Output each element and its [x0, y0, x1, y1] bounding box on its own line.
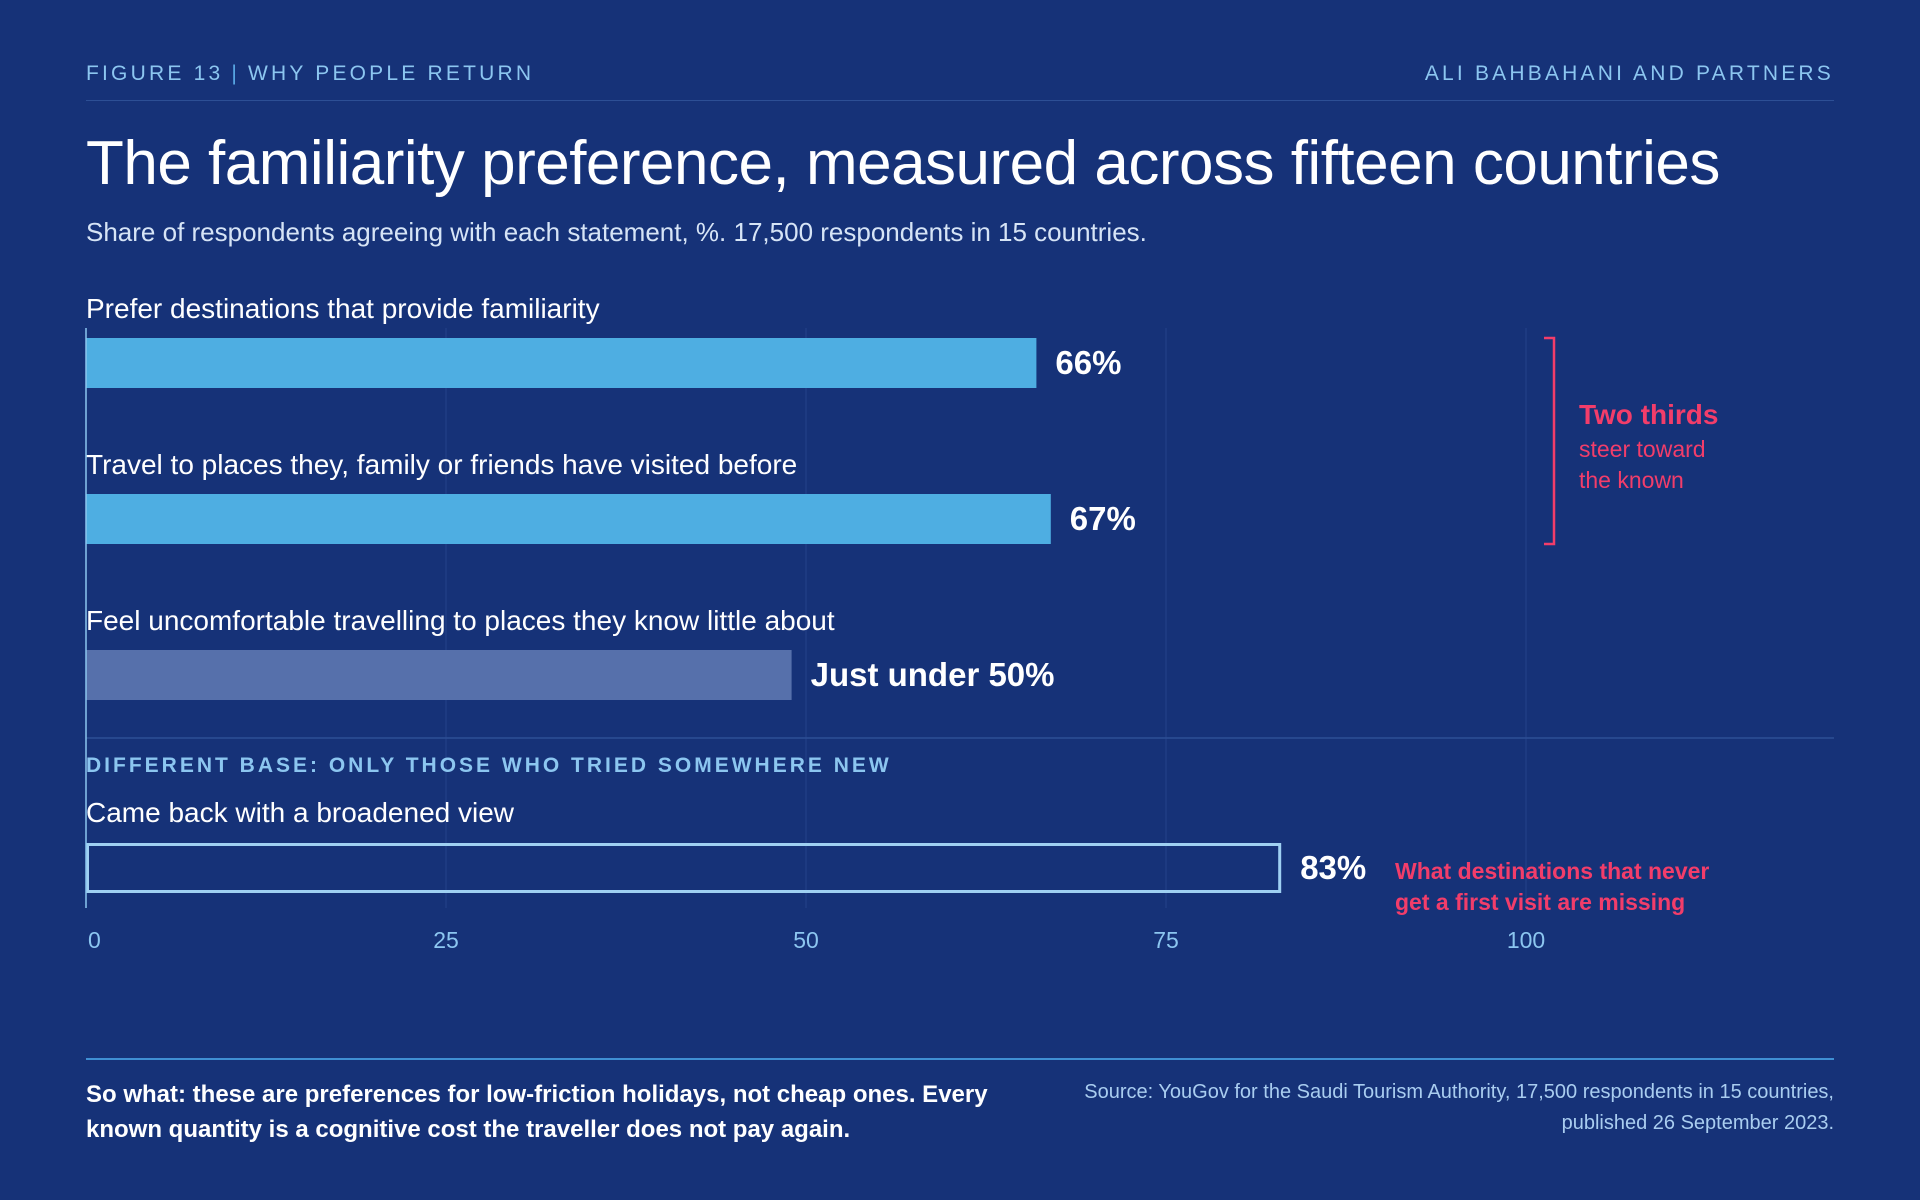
data-label: Just under 50%: [811, 656, 1055, 693]
source-note: Source: YouGov for the Saudi Tourism Aut…: [1084, 1081, 1834, 1134]
tick-label: 75: [1153, 927, 1179, 953]
figure-number: FIGURE 13: [86, 62, 224, 85]
bar: [86, 650, 792, 700]
bar-label: Prefer destinations that provide familia…: [86, 293, 600, 324]
data-label: 83%: [1300, 849, 1366, 886]
annotation-note: What destinations that never: [1395, 858, 1709, 884]
figure-section: WHY PEOPLE RETURN: [247, 62, 535, 85]
data-label: 67%: [1070, 500, 1136, 537]
annotation-heading: Two thirds: [1579, 399, 1718, 430]
header-divider: [86, 100, 1834, 101]
annotation-note: get a first visit are missing: [1395, 889, 1685, 915]
bar-chart: Prefer destinations that provide familia…: [85, 293, 1834, 953]
annotation-text: the known: [1579, 467, 1684, 493]
page-subtitle: Share of respondents agreeing with each …: [86, 217, 1147, 247]
publisher-name: ALI BAHBAHANI AND PARTNERS: [1424, 62, 1834, 85]
bar: [86, 494, 1051, 544]
data-label: 66%: [1055, 344, 1121, 381]
footer-divider: [86, 1058, 1834, 1060]
bar: [86, 843, 1282, 893]
tick-label: 0: [88, 927, 101, 953]
kicker-separator: |: [231, 62, 240, 85]
page-title: The familiarity preference, measured acr…: [86, 129, 1720, 198]
annotation-bracket: [1544, 336, 1556, 546]
tick-label: 50: [793, 927, 819, 953]
bar-label: Feel uncomfortable travelling to places …: [86, 605, 835, 636]
bar-label: Travel to places they, family or friends…: [86, 449, 797, 480]
tick-label: 100: [1507, 927, 1545, 953]
figure-kicker: FIGURE 13 | WHY PEOPLE RETURN: [86, 62, 534, 86]
section-label: DIFFERENT BASE: ONLY THOSE WHO TRIED SOM…: [86, 754, 892, 777]
annotation-text: steer toward: [1579, 436, 1706, 462]
bar: [86, 338, 1037, 388]
bar-label: Came back with a broadened view: [86, 797, 515, 828]
so-what-note: So what: these are preferences for low-f…: [86, 1081, 988, 1143]
tick-label: 25: [433, 927, 459, 953]
